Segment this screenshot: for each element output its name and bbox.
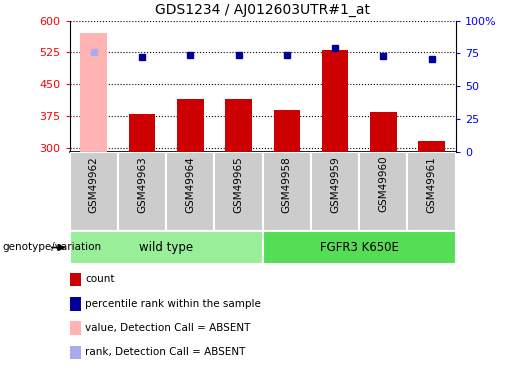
Bar — [322, 50, 348, 152]
Bar — [70, 231, 263, 264]
Text: genotype/variation: genotype/variation — [3, 243, 101, 252]
Text: wild type: wild type — [139, 241, 193, 254]
Text: GSM49958: GSM49958 — [282, 156, 292, 213]
Text: GSM49964: GSM49964 — [185, 156, 195, 213]
Text: percentile rank within the sample: percentile rank within the sample — [85, 299, 261, 309]
Bar — [70, 152, 118, 231]
Text: GSM49959: GSM49959 — [330, 156, 340, 213]
Bar — [80, 33, 107, 152]
Bar — [225, 99, 252, 152]
Text: GSM49960: GSM49960 — [379, 156, 388, 212]
Bar — [263, 231, 456, 264]
Bar — [214, 152, 263, 231]
Bar — [118, 152, 166, 231]
Bar — [311, 152, 359, 231]
Text: count: count — [85, 274, 114, 284]
Bar — [166, 152, 214, 231]
Text: value, Detection Call = ABSENT: value, Detection Call = ABSENT — [85, 323, 250, 333]
Text: FGFR3 K650E: FGFR3 K650E — [320, 241, 399, 254]
Bar — [129, 114, 155, 152]
Title: GDS1234 / AJ012603UTR#1_at: GDS1234 / AJ012603UTR#1_at — [155, 3, 370, 17]
Text: rank, Detection Call = ABSENT: rank, Detection Call = ABSENT — [85, 348, 245, 357]
Bar — [418, 141, 445, 152]
Text: GSM49962: GSM49962 — [89, 156, 99, 213]
Bar — [407, 152, 456, 231]
Text: GSM49963: GSM49963 — [137, 156, 147, 213]
Bar — [177, 99, 203, 152]
Text: GSM49965: GSM49965 — [233, 156, 244, 213]
Bar — [359, 152, 407, 231]
Text: GSM49961: GSM49961 — [426, 156, 437, 213]
Bar — [263, 152, 311, 231]
Bar — [370, 112, 397, 152]
Bar — [273, 110, 300, 152]
